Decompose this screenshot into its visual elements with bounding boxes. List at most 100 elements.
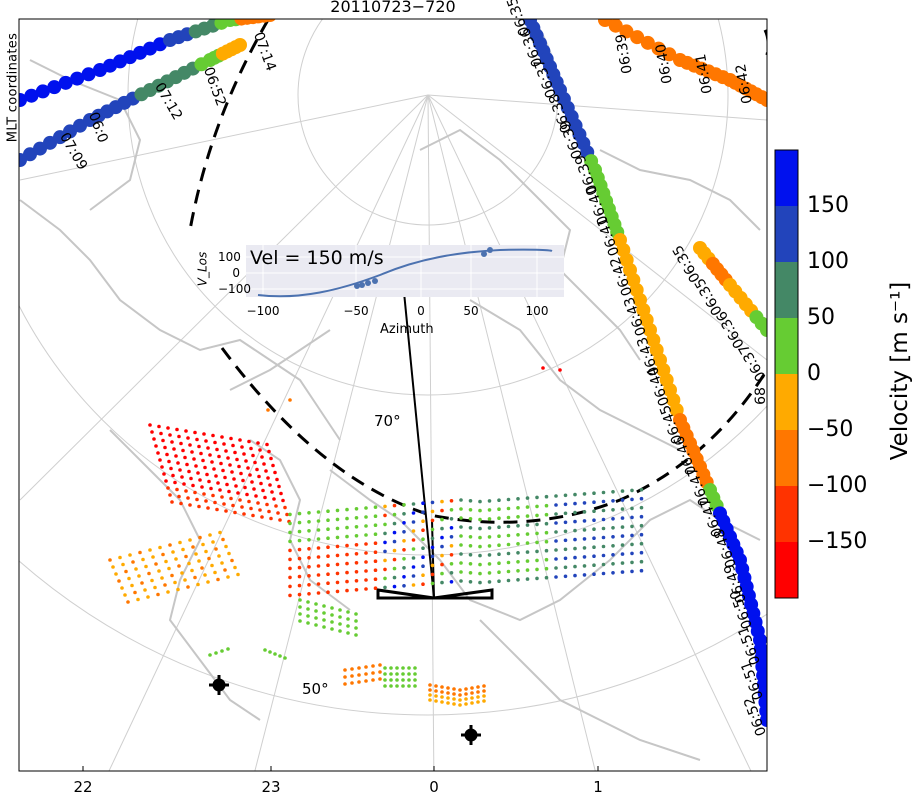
vector-point [174, 557, 178, 561]
vector-point [314, 623, 318, 627]
vector-point [558, 368, 562, 372]
vector-point [639, 568, 644, 573]
vector-point [434, 694, 438, 698]
vector-point [118, 555, 122, 560]
vector-point [345, 507, 349, 512]
vector-point [152, 437, 156, 441]
vector-point [176, 461, 180, 465]
vector-point [260, 515, 264, 519]
vector-point [326, 581, 330, 585]
vector-point [407, 684, 411, 688]
vector-point [181, 547, 185, 552]
vector-point [307, 574, 311, 578]
vector-point [178, 540, 182, 545]
vector-point [281, 498, 285, 503]
vector-point [285, 512, 289, 517]
vector-point [288, 521, 292, 526]
vector-point [544, 539, 549, 544]
vector-point [227, 551, 231, 556]
vector-point [316, 537, 321, 541]
vector-point [497, 498, 501, 503]
vector-point [177, 434, 181, 439]
vector-point [371, 671, 375, 675]
vector-point [620, 516, 625, 520]
vector-point [193, 575, 197, 580]
vector-point [229, 436, 233, 441]
vector-point [197, 504, 201, 509]
satellite-track-short [693, 241, 767, 337]
vector-point [186, 436, 190, 440]
vector-point [326, 563, 330, 567]
vector-point [383, 684, 387, 688]
inset-ytick: 100 [218, 250, 241, 264]
vector-point [554, 557, 558, 561]
vector-point [232, 477, 236, 481]
vector-point [345, 516, 349, 521]
vector-point [170, 573, 174, 578]
vector-point [198, 535, 202, 540]
vector-point [335, 553, 340, 558]
vector-point [224, 509, 228, 513]
vector-point [592, 572, 596, 576]
vector-point [470, 701, 474, 705]
vector-point [206, 446, 210, 450]
magnetometer-marker-2 [461, 725, 481, 745]
vector-point [582, 573, 587, 577]
vector-point [440, 544, 444, 549]
vector-point [554, 512, 558, 516]
vector-point [176, 587, 180, 592]
vector-point [482, 699, 486, 703]
vector-point [173, 480, 177, 485]
vector-point [476, 690, 480, 694]
vector-point [478, 499, 482, 504]
vector-point [373, 532, 378, 536]
vector-point [277, 484, 281, 489]
vector-point [392, 521, 397, 526]
vector-point [402, 530, 406, 534]
vector-point [544, 566, 549, 571]
vector-point [452, 702, 456, 706]
track-point [24, 88, 39, 103]
vector-point [346, 624, 350, 628]
inset-plot-area [246, 245, 564, 297]
inset-y-label: V_Los [195, 251, 210, 287]
vector-point [487, 544, 492, 548]
vector-point [266, 408, 270, 412]
inset-data-points [354, 247, 493, 289]
vector-point [203, 465, 207, 470]
vector-point [592, 545, 596, 549]
vector-point [563, 565, 568, 570]
vector-point [620, 507, 625, 511]
vector-point [207, 556, 211, 561]
vector-point [274, 504, 278, 508]
vector-point [297, 547, 302, 552]
vector-point [476, 700, 480, 704]
vector-point [630, 506, 634, 511]
vector-point [283, 656, 287, 660]
vector-point [468, 571, 473, 575]
vector-point [260, 455, 264, 459]
vector-point [213, 500, 217, 505]
vector-point [138, 550, 142, 555]
vector-point [364, 524, 368, 528]
vector-point [148, 423, 152, 427]
vector-point [630, 569, 634, 574]
vector-point [230, 470, 234, 474]
vector-point [166, 426, 170, 430]
track-point [760, 323, 767, 337]
vector-point [516, 569, 520, 573]
vector-point [506, 506, 511, 511]
vector-point [411, 583, 416, 587]
vector-point [123, 593, 127, 597]
vector-point [335, 526, 340, 531]
colorbar-label: Velocity [m s⁻¹] [887, 281, 913, 461]
vector-point [573, 501, 577, 506]
vector-point [497, 525, 501, 529]
vector-point [345, 570, 349, 575]
vector-point [231, 503, 235, 508]
x-tick-label: 1 [593, 778, 603, 796]
x-tick-label: 22 [73, 778, 93, 796]
vector-point [216, 577, 220, 582]
vector-point [350, 674, 354, 678]
vector-point [259, 481, 263, 486]
